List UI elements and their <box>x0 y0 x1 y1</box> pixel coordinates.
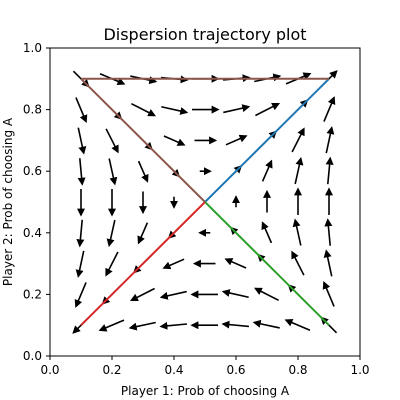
x-tick-label: 0.0 <box>40 363 59 377</box>
y-tick-label: 0.0 <box>23 349 42 363</box>
vector-arrow-8-3 <box>324 218 333 246</box>
x-axis-ticks: 0.0 0.2 0.4 0.6 0.8 1.0 <box>40 356 370 377</box>
vector-arrow-0-7 <box>75 97 88 124</box>
vector-arrow-2-0 <box>128 321 156 331</box>
vector-arrow-1-2 <box>105 251 119 277</box>
y-tick-label: 0.2 <box>23 287 42 301</box>
y-axis-label: Player 2: Prob of choosing A <box>1 117 15 286</box>
vector-arrow-3-6 <box>163 135 186 146</box>
vector-arrow-2-1 <box>129 287 155 302</box>
plot-frame <box>49 47 361 357</box>
vector-arrow-0-2 <box>75 250 85 278</box>
vector-arrow-1-3 <box>106 219 116 248</box>
y-tick-label: 0.4 <box>23 226 42 240</box>
vector-arrow-7-2 <box>291 250 305 276</box>
trajectory-line-0 <box>204 78 330 203</box>
vector-arrow-2-5 <box>137 160 149 183</box>
trajectory-line-2 <box>80 201 206 326</box>
x-tick-label: 0.4 <box>164 363 183 377</box>
vector-arrow-5-0 <box>221 320 250 329</box>
vector-arrow-1-5 <box>108 158 118 186</box>
vector-arrow-5-6 <box>225 134 248 146</box>
x-tick-label: 0.6 <box>226 363 245 377</box>
vector-arrow-6-1 <box>253 287 279 302</box>
vector-arrow-8-5 <box>325 156 334 185</box>
vector-arrow-7-5 <box>294 156 304 185</box>
trajectory-line-1 <box>204 201 330 326</box>
vector-arrow-8-1 <box>322 280 335 307</box>
vector-arrow-6-3 <box>261 221 273 244</box>
vector-arrow-3-2 <box>162 258 185 270</box>
vector-arrow-5-7 <box>223 104 251 114</box>
vector-arrow-6-5 <box>261 159 273 182</box>
chart-title: Dispersion trajectory plot <box>103 25 306 44</box>
vector-arrow-5-1 <box>221 289 249 299</box>
y-axis-ticks: 0.0 0.2 0.4 0.6 0.8 1.0 <box>23 41 50 363</box>
vector-arrow-3-7 <box>161 105 189 115</box>
vector-arrow-0-5 <box>77 158 86 186</box>
vector-arrow-8-2 <box>323 249 333 277</box>
vector-arrow-7-6 <box>291 127 305 153</box>
vector-arrow-7-0 <box>284 318 311 331</box>
vector-arrow-8-6 <box>325 126 335 154</box>
y-tick-label: 1.0 <box>23 41 42 55</box>
vector-arrow-7-3 <box>292 218 302 246</box>
x-tick-label: 1.0 <box>350 363 369 377</box>
vector-arrow-3-0 <box>159 321 188 330</box>
trajectory-line-3 <box>80 78 206 203</box>
vector-arrow-6-0 <box>252 319 280 329</box>
vector-arrow-6-7 <box>255 102 281 117</box>
x-tick-label: 0.8 <box>288 363 307 377</box>
vector-arrow-0-3 <box>76 219 85 248</box>
x-tick-label: 0.2 <box>102 363 121 377</box>
vector-arrow-8-7 <box>323 96 336 122</box>
y-tick-label: 0.6 <box>23 164 42 178</box>
y-tick-label: 0.8 <box>23 103 42 117</box>
vector-arrow-1-6 <box>105 128 119 154</box>
vector-arrow-0-1 <box>74 282 87 308</box>
vector-arrow-2-7 <box>131 102 157 117</box>
x-axis-label: Player 1: Prob of choosing A <box>121 384 290 398</box>
vector-arrow-5-2 <box>224 258 247 269</box>
vector-arrow-2-3 <box>137 222 149 245</box>
vector-arrow-0-6 <box>77 127 87 155</box>
vector-arrow-1-0 <box>98 319 125 332</box>
trajectories <box>80 77 330 326</box>
vector-arrow-3-1 <box>159 290 187 300</box>
